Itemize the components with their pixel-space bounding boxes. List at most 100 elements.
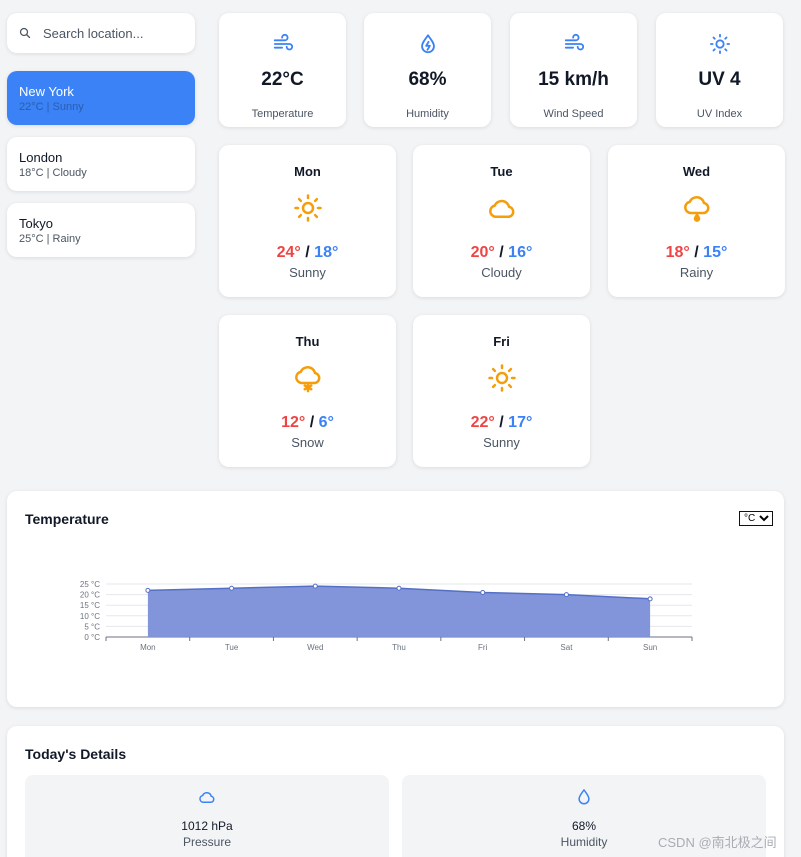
location-info: 18°C | Cloudy (19, 167, 87, 179)
forecast-condition: Rainy (679, 265, 714, 280)
data-point (396, 585, 402, 591)
forecast-card-fri: Fri 22° / 17° Sunny (413, 315, 590, 467)
watermark: CSDN @南北极之间 (658, 835, 777, 850)
detail-label: Pressure (182, 835, 232, 849)
forecast-condition: Cloudy (481, 265, 522, 280)
rain-cloud-icon (683, 195, 709, 222)
chart-card-title: Temperature (25, 511, 109, 527)
x-tick-label: Sun (643, 643, 657, 652)
stat-value: UV 4 (698, 69, 741, 90)
temp-separator: / (309, 414, 315, 431)
sun-icon (293, 194, 322, 222)
y-tick-label: 25 °C (80, 580, 100, 589)
data-point (647, 596, 653, 602)
x-tick-label: Thu (392, 643, 406, 652)
y-tick-label: 10 °C (80, 612, 100, 621)
forecast-condition: Snow (291, 435, 324, 450)
unit-select[interactable]: °C (739, 511, 773, 526)
stat-value: 15 km/h (538, 69, 609, 90)
stat-card-temperature: 22°C Temperature (219, 13, 346, 127)
temp-separator: / (305, 244, 310, 261)
forecast-temps: 12° / 6° (219, 414, 396, 432)
low-temp: 17° (508, 414, 533, 431)
forecast-temps: 20° / 16° (413, 244, 590, 262)
detail-humidity: 68% Humidity (402, 775, 766, 857)
stat-card-uv-index: UV 4 UV Index (656, 13, 783, 127)
detail-value: 1012 hPa (181, 819, 233, 833)
detail-value: 68% (571, 819, 597, 833)
data-point (480, 589, 486, 595)
y-tick-label: 5 °C (84, 622, 100, 631)
x-tick-label: Tue (225, 643, 239, 652)
data-point (145, 587, 151, 593)
detail-label: Humidity (560, 835, 608, 849)
high-temp: 18° (665, 244, 690, 261)
forecast-day: Wed (682, 164, 711, 179)
forecast-day: Mon (294, 164, 321, 179)
stat-card-wind-speed: 15 km/h Wind Speed (510, 13, 637, 127)
y-tick-label: 0 °C (84, 633, 100, 642)
details-title: Today's Details (25, 746, 127, 762)
droplet-bolt-icon (420, 34, 435, 54)
stat-card-humidity: 68% Humidity (364, 13, 491, 127)
stat-value: 68% (408, 69, 447, 90)
cloud-icon (488, 199, 514, 218)
y-tick-label: 20 °C (80, 591, 100, 600)
location-name: London (19, 150, 63, 165)
location-item-new-york[interactable]: New York 22°C | Sunny (7, 71, 195, 125)
temp-separator: / (499, 414, 504, 431)
forecast-day: Thu (295, 334, 320, 349)
temp-separator: / (499, 244, 504, 261)
location-name: Tokyo (19, 216, 53, 231)
low-temp: 16° (508, 244, 533, 261)
stat-value: 22°C (261, 69, 304, 90)
forecast-condition: Sunny (289, 265, 326, 280)
series-area (147, 586, 651, 637)
sun-icon (487, 364, 516, 392)
stat-label: Wind Speed (543, 108, 604, 120)
cloud-icon (199, 792, 215, 803)
forecast-temps: 18° / 15° (608, 244, 785, 262)
todays-details-card: Today's Details 1012 hPa Pressure 68% Hu… (7, 726, 784, 857)
x-tick-label: Wed (307, 643, 323, 652)
wind-icon (273, 33, 293, 51)
y-tick-label: 15 °C (80, 601, 100, 610)
high-temp: 12° (281, 414, 306, 431)
temp-separator: / (694, 244, 699, 261)
snow-cloud-icon (294, 365, 320, 393)
low-temp: 15° (703, 244, 728, 261)
search-icon (19, 27, 31, 39)
temperature-chart-card: Temperature °C 0 °C 5 °C 10 °C 15 °C 20 °C 25… (7, 491, 784, 707)
location-item-tokyo[interactable]: Tokyo 25°C | Rainy (7, 203, 195, 257)
forecast-condition: Sunny (483, 435, 520, 450)
stat-label: Temperature (251, 108, 314, 120)
forecast-day: Tue (490, 164, 513, 179)
temperature-chart: 0 °C 5 °C10 °C 15 °C20 °C 25 °C Mon Tue Wed Thu… (80, 580, 693, 652)
stat-label: Humidity (406, 108, 449, 120)
x-tick-label: Fri (478, 643, 488, 652)
search-box[interactable] (7, 13, 195, 53)
wind-icon (564, 33, 584, 51)
forecast-temps: 24° / 18° (219, 244, 396, 262)
location-info: 22°C | Sunny (19, 101, 84, 113)
sun-icon (709, 33, 730, 55)
data-point (563, 592, 569, 598)
high-temp: 20° (470, 244, 495, 261)
forecast-temps: 22° / 17° (413, 414, 590, 432)
detail-pressure: 1012 hPa Pressure (25, 775, 389, 857)
location-info: 25°C | Rainy (19, 233, 81, 245)
forecast-card-thu: Thu 12° / 6° Snow (219, 315, 396, 467)
low-temp: 6° (318, 414, 334, 431)
stat-label: UV Index (696, 108, 743, 120)
low-temp: 18° (314, 244, 339, 261)
location-item-london[interactable]: London 18°C | Cloudy (7, 137, 195, 191)
search-input[interactable] (43, 25, 183, 41)
forecast-card-wed: Wed 18° / 15° Rainy (608, 145, 785, 297)
forecast-card-tue: Tue 20° / 16° Cloudy (413, 145, 590, 297)
x-tick-label: Sat (560, 643, 573, 652)
forecast-card-mon: Mon 24° / 18° Sunny (219, 145, 396, 297)
location-name: New York (19, 84, 74, 99)
high-temp: 24° (276, 244, 301, 261)
data-point (312, 583, 318, 589)
x-tick-label: Mon (140, 643, 156, 652)
